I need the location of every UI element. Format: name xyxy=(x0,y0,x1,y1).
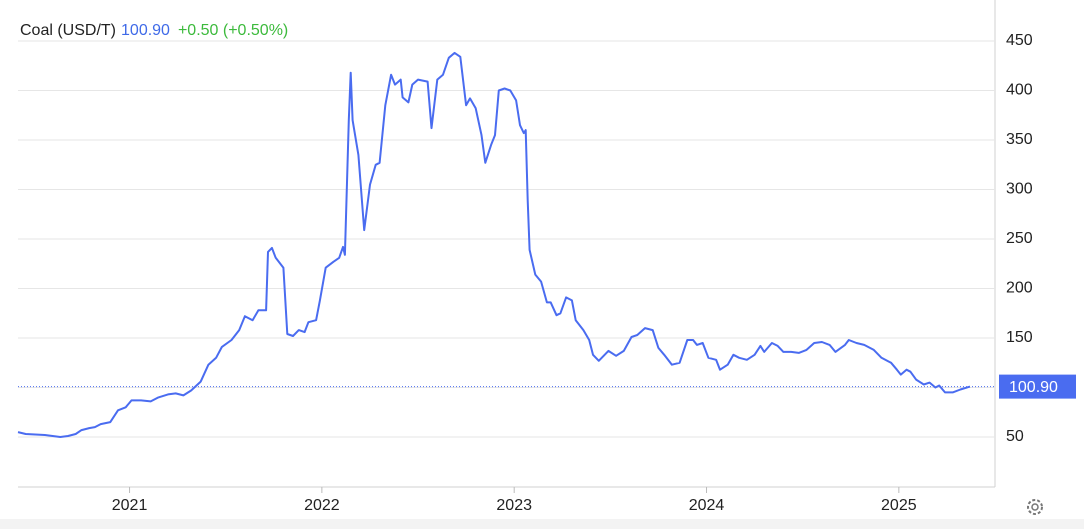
plot xyxy=(17,51,995,438)
chart-header: Coal (USD/T) 100.90 +0.50 (+0.50%) xyxy=(20,22,288,39)
last-price-label: 100.90 xyxy=(1009,379,1058,396)
grid xyxy=(18,40,995,493)
price-line xyxy=(17,51,971,438)
settings-icon[interactable] xyxy=(1027,499,1043,515)
y-tick-label: 200 xyxy=(1006,280,1033,297)
y-tick-label: 50 xyxy=(1006,428,1024,445)
y-tick-label: 150 xyxy=(1006,329,1033,346)
y-tick-label: 250 xyxy=(1006,230,1033,247)
y-tick-label: 350 xyxy=(1006,131,1033,148)
y-tick-label: 400 xyxy=(1006,82,1033,99)
y-tick-label: 450 xyxy=(1006,32,1033,49)
last-price-box xyxy=(999,374,1076,399)
y-tick-label: 300 xyxy=(1006,181,1033,198)
x-tick-label: 2024 xyxy=(689,497,725,514)
price-change: +0.50 (+0.50%) xyxy=(178,22,288,39)
x-tick-label: 2025 xyxy=(881,497,917,514)
instrument-name: Coal (USD/T) xyxy=(20,22,116,39)
x-tick-label: 2023 xyxy=(496,497,532,514)
price: 100.90 xyxy=(121,22,170,39)
footer-strip xyxy=(0,519,1084,529)
x-tick-label: 2021 xyxy=(112,497,148,514)
x-tick-label: 2022 xyxy=(304,497,340,514)
